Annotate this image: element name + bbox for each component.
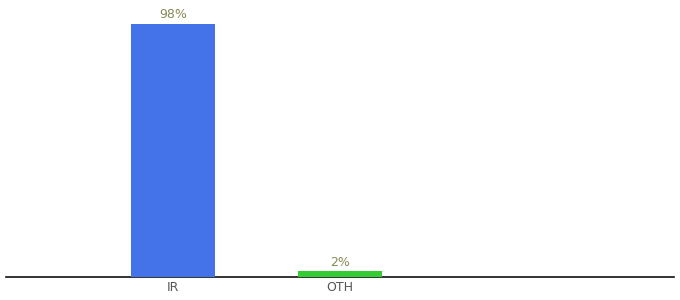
Bar (131, 24, 215, 277)
Bar (299, 272, 381, 277)
Text: 98%: 98% (159, 8, 187, 21)
Text: 2%: 2% (330, 256, 350, 269)
